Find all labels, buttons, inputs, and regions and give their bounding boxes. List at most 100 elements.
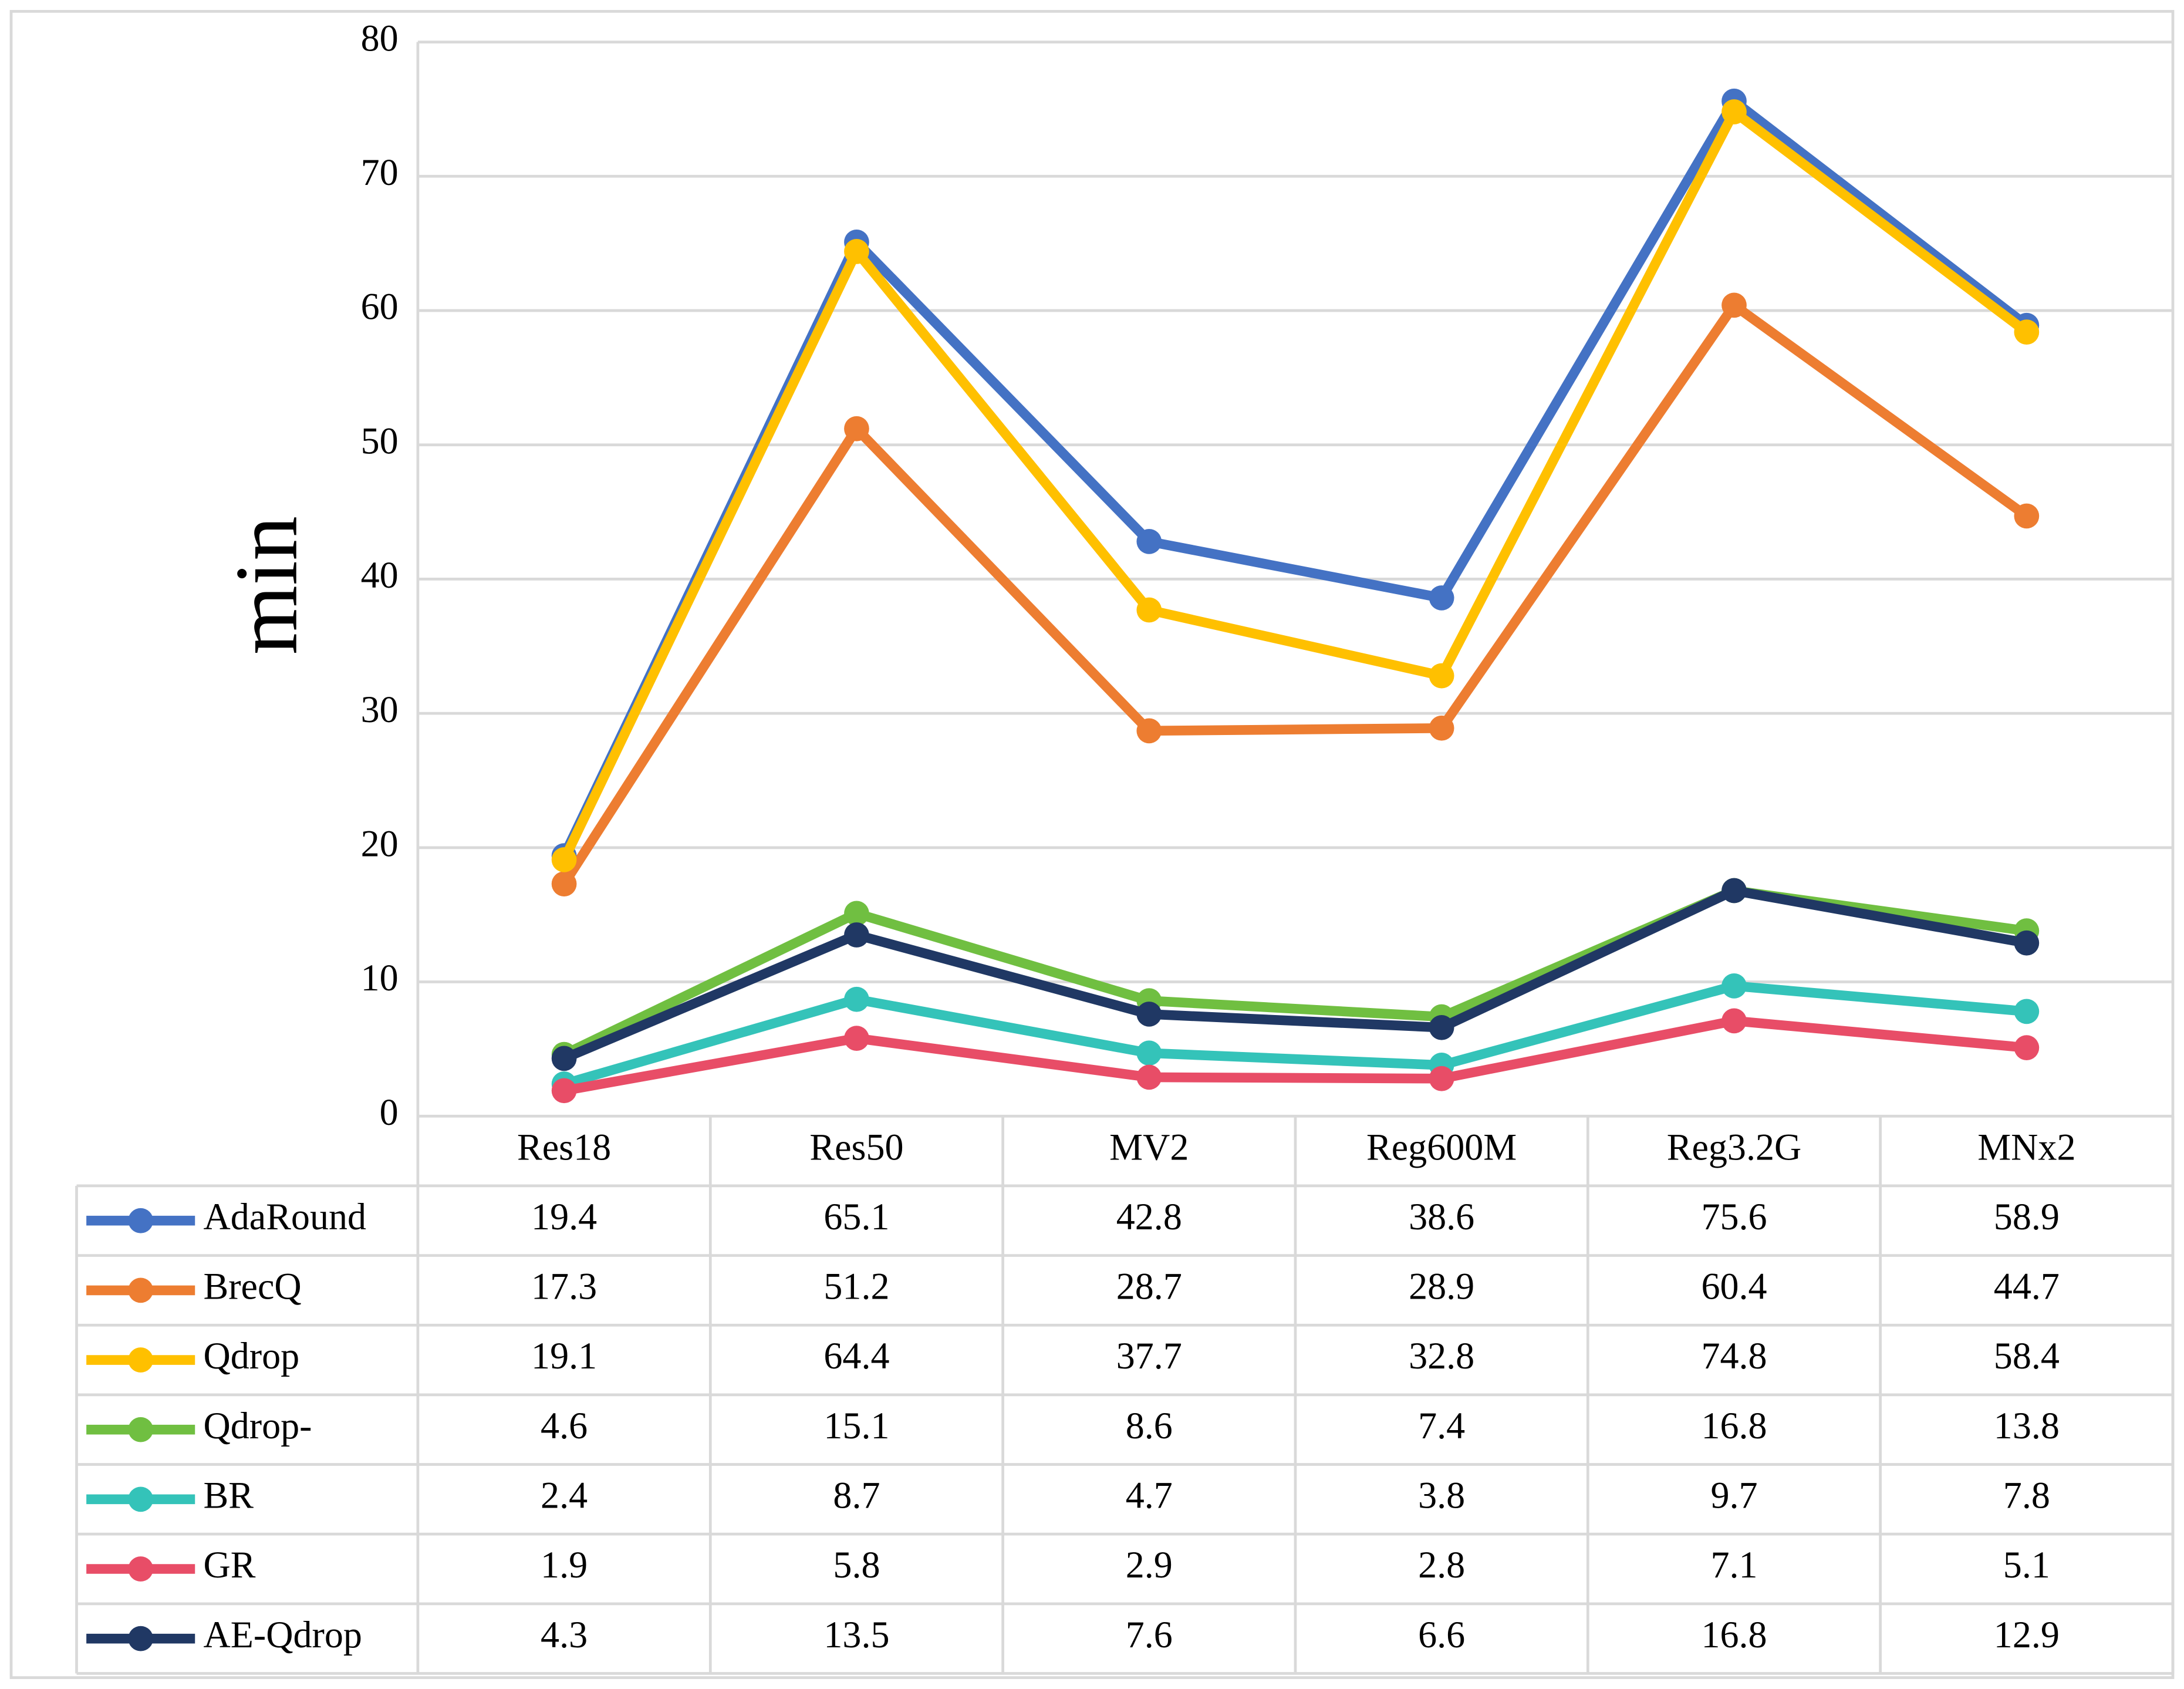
series-marker bbox=[1136, 1064, 1162, 1090]
y-tick-label: 30 bbox=[361, 689, 399, 730]
table-value: 4.7 bbox=[1126, 1475, 1173, 1516]
table-value: 28.7 bbox=[1116, 1266, 1182, 1307]
table-value: 51.2 bbox=[823, 1266, 889, 1307]
series-marker bbox=[844, 901, 869, 926]
table-value: 1.9 bbox=[541, 1544, 588, 1586]
table-value: 4.6 bbox=[541, 1405, 588, 1447]
legend-key-marker bbox=[128, 1486, 154, 1512]
legend-label: Qdrop bbox=[203, 1335, 299, 1377]
series-line bbox=[563, 1016, 2027, 1095]
table-value: 60.4 bbox=[1701, 1266, 1767, 1307]
y-tick-label: 10 bbox=[361, 957, 399, 999]
series-line bbox=[562, 981, 2027, 1089]
series-marker bbox=[2014, 503, 2040, 529]
table-value: 3.8 bbox=[1418, 1475, 1465, 1516]
legend-label: AE-Qdrop bbox=[203, 1614, 362, 1656]
table-value: 38.6 bbox=[1409, 1196, 1474, 1238]
series-line bbox=[562, 885, 2028, 1063]
series-marker bbox=[2014, 930, 2040, 956]
x-tick-label: Reg3.2G bbox=[1667, 1126, 1802, 1168]
table-value: 32.8 bbox=[1409, 1335, 1474, 1377]
series-marker bbox=[1721, 292, 1747, 318]
series-marker bbox=[844, 922, 869, 948]
series-marker bbox=[2014, 999, 2040, 1024]
series-line bbox=[560, 300, 2030, 887]
y-tick-label: 40 bbox=[361, 554, 399, 596]
table-value: 19.4 bbox=[531, 1196, 597, 1238]
series-marker bbox=[551, 1078, 577, 1104]
table-value: 13.8 bbox=[1994, 1405, 2060, 1447]
legend-key-marker bbox=[128, 1626, 154, 1651]
series-marker bbox=[2014, 319, 2040, 345]
series-marker bbox=[1136, 718, 1162, 744]
legend-key-marker bbox=[128, 1208, 154, 1233]
x-tick-label: MV2 bbox=[1109, 1126, 1189, 1168]
table-value: 7.8 bbox=[2003, 1475, 2050, 1516]
table-value: 6.6 bbox=[1418, 1614, 1465, 1656]
series-marker bbox=[1429, 1014, 1454, 1040]
series-marker bbox=[844, 239, 869, 264]
series-marker bbox=[551, 847, 577, 872]
table-value: 8.6 bbox=[1126, 1405, 1173, 1447]
x-tick-label: Reg600M bbox=[1366, 1126, 1517, 1168]
table-value: 4.3 bbox=[541, 1614, 588, 1656]
series-marker bbox=[551, 871, 577, 896]
table-value: 74.8 bbox=[1701, 1335, 1767, 1377]
series-marker bbox=[1429, 585, 1454, 611]
series-marker bbox=[1429, 1066, 1454, 1091]
table-value: 5.1 bbox=[2003, 1544, 2050, 1586]
legend-key-marker bbox=[128, 1417, 154, 1442]
table-value: 65.1 bbox=[823, 1196, 889, 1238]
table-value: 16.8 bbox=[1701, 1614, 1767, 1656]
series-marker bbox=[1136, 1040, 1162, 1066]
table-value: 12.9 bbox=[1994, 1614, 2060, 1656]
table-value: 58.9 bbox=[1994, 1196, 2060, 1238]
x-tick-label: Res18 bbox=[517, 1126, 611, 1168]
y-tick-label: 50 bbox=[361, 420, 399, 461]
table-value: 7.4 bbox=[1418, 1405, 1465, 1447]
series-line bbox=[559, 107, 2030, 862]
x-tick-label: Res50 bbox=[809, 1126, 903, 1168]
table-value: 75.6 bbox=[1701, 1196, 1767, 1238]
table-value: 2.9 bbox=[1126, 1544, 1173, 1586]
legend-label: GR bbox=[203, 1544, 255, 1586]
series-marker bbox=[1136, 1002, 1162, 1027]
y-axis-label: min bbox=[217, 516, 316, 655]
series-marker bbox=[844, 1026, 869, 1051]
table-value: 2.4 bbox=[541, 1475, 588, 1516]
series-marker bbox=[1136, 529, 1162, 554]
legend-label: BrecQ bbox=[203, 1266, 301, 1307]
series-marker bbox=[1429, 663, 1454, 689]
series-marker bbox=[1136, 597, 1162, 623]
legend-key-marker bbox=[128, 1556, 154, 1582]
table-value: 7.6 bbox=[1126, 1614, 1173, 1656]
chart-border bbox=[9, 10, 2175, 1679]
legend-label: BR bbox=[203, 1475, 254, 1516]
table-value: 44.7 bbox=[1994, 1266, 2060, 1307]
table-value: 64.4 bbox=[823, 1335, 889, 1377]
y-tick-label: 0 bbox=[380, 1091, 399, 1133]
x-tick-label: MNx2 bbox=[1977, 1126, 2075, 1168]
y-tick-label: 20 bbox=[361, 823, 399, 865]
table-value: 19.1 bbox=[531, 1335, 597, 1377]
series-marker bbox=[2014, 1035, 2040, 1060]
table-value: 16.8 bbox=[1701, 1405, 1767, 1447]
series-marker bbox=[1721, 973, 1747, 999]
legend-label: AdaRound bbox=[203, 1196, 366, 1238]
table-value: 15.1 bbox=[823, 1405, 889, 1447]
table-value: 9.7 bbox=[1710, 1475, 1757, 1516]
series-marker bbox=[844, 416, 869, 441]
series-marker bbox=[1721, 99, 1747, 124]
y-tick-label: 70 bbox=[361, 151, 399, 193]
table-value: 5.8 bbox=[833, 1544, 880, 1586]
table-value: 13.5 bbox=[823, 1614, 889, 1656]
table-value: 2.8 bbox=[1418, 1544, 1465, 1586]
table-value: 7.1 bbox=[1710, 1544, 1757, 1586]
legend-key-marker bbox=[128, 1277, 154, 1303]
table-value: 17.3 bbox=[531, 1266, 597, 1307]
table-value: 8.7 bbox=[833, 1475, 880, 1516]
table-value: 28.9 bbox=[1409, 1266, 1474, 1307]
y-tick-label: 60 bbox=[361, 286, 399, 328]
legend-label: Qdrop- bbox=[203, 1405, 312, 1447]
